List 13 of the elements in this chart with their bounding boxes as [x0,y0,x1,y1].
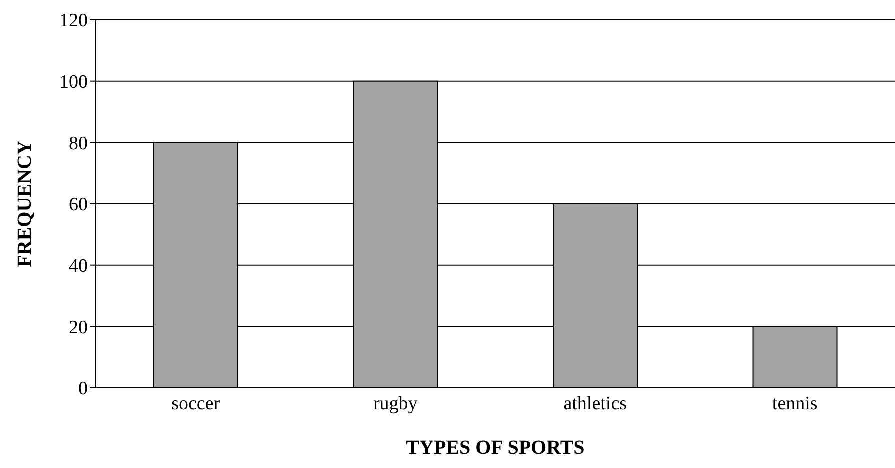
y-tick-label: 60 [69,194,88,216]
y-tick-label: 0 [78,378,88,400]
x-axis-title: TYPES OF SPORTS [406,437,585,460]
y-axis-title: FREQUENCY [14,140,36,268]
y-tick-label: 40 [69,256,88,278]
x-tick-label: soccer [172,393,221,414]
x-tick-label: athletics [564,393,628,414]
x-tick-label: rugby [373,393,418,414]
y-tick-label: 100 [60,72,88,94]
y-tick-label: 80 [69,133,88,154]
x-tick-label: tennis [772,393,818,414]
y-tick-label: 120 [60,10,88,32]
y-tick-label: 20 [69,317,88,338]
